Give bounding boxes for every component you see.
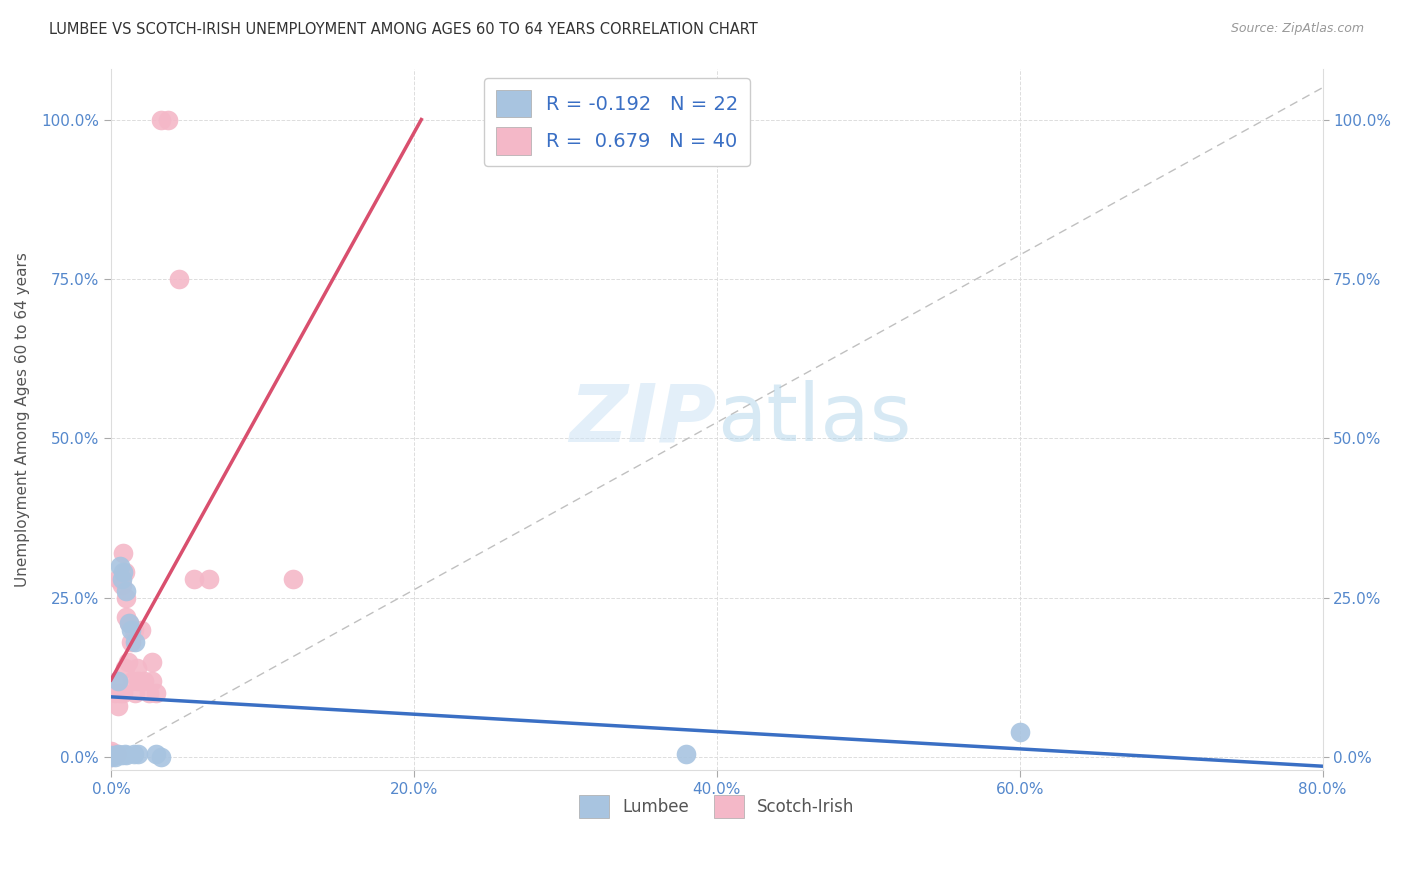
Point: [112, 686, 135, 700]
Point: [675, 747, 697, 761]
Point: [114, 661, 136, 675]
Point: [112, 566, 135, 580]
Point: [104, 686, 127, 700]
Point: [115, 610, 138, 624]
Point: [124, 686, 146, 700]
Point: [141, 655, 163, 669]
Point: [110, 578, 132, 592]
Point: [1008, 724, 1031, 739]
Point: [100, 748, 122, 763]
Point: [100, 750, 122, 764]
Point: [138, 686, 160, 700]
Point: [127, 673, 149, 688]
Legend: Lumbee, Scotch-Irish: Lumbee, Scotch-Irish: [572, 788, 862, 825]
Point: [100, 748, 122, 763]
Point: [105, 747, 128, 761]
Point: [107, 673, 129, 688]
Point: [100, 744, 122, 758]
Point: [118, 616, 141, 631]
Point: [105, 673, 128, 688]
Text: LUMBEE VS SCOTCH-IRISH UNEMPLOYMENT AMONG AGES 60 TO 64 YEARS CORRELATION CHART: LUMBEE VS SCOTCH-IRISH UNEMPLOYMENT AMON…: [49, 22, 758, 37]
Point: [125, 661, 148, 675]
Point: [104, 748, 127, 763]
Point: [104, 750, 127, 764]
Text: atlas: atlas: [717, 380, 911, 458]
Point: [145, 686, 167, 700]
Point: [145, 747, 167, 761]
Text: Source: ZipAtlas.com: Source: ZipAtlas.com: [1230, 22, 1364, 36]
Point: [110, 572, 132, 586]
Point: [122, 623, 145, 637]
Point: [100, 746, 122, 760]
Point: [117, 655, 139, 669]
Point: [115, 584, 138, 599]
Point: [114, 566, 136, 580]
Point: [198, 572, 221, 586]
Point: [122, 747, 145, 761]
Point: [124, 635, 146, 649]
Point: [114, 747, 136, 761]
Point: [115, 591, 138, 605]
Point: [115, 748, 138, 763]
Point: [107, 747, 129, 761]
Point: [107, 572, 129, 586]
Point: [149, 112, 172, 127]
Point: [149, 750, 172, 764]
Point: [110, 748, 132, 763]
Point: [120, 623, 142, 637]
Point: [108, 558, 131, 573]
Point: [101, 748, 124, 763]
Point: [118, 616, 141, 631]
Point: [100, 747, 122, 761]
Point: [103, 747, 125, 761]
Point: [100, 750, 122, 764]
Point: [108, 686, 131, 700]
Point: [157, 112, 180, 127]
Point: [141, 673, 163, 688]
Point: [107, 699, 129, 714]
Point: [127, 747, 149, 761]
Point: [129, 623, 152, 637]
Point: [183, 572, 205, 586]
Y-axis label: Unemployment Among Ages 60 to 64 years: Unemployment Among Ages 60 to 64 years: [15, 252, 30, 587]
Point: [281, 572, 304, 586]
Point: [167, 272, 190, 286]
Point: [120, 635, 142, 649]
Point: [134, 673, 156, 688]
Point: [121, 673, 143, 688]
Point: [112, 546, 135, 560]
Text: ZIP: ZIP: [569, 380, 717, 458]
